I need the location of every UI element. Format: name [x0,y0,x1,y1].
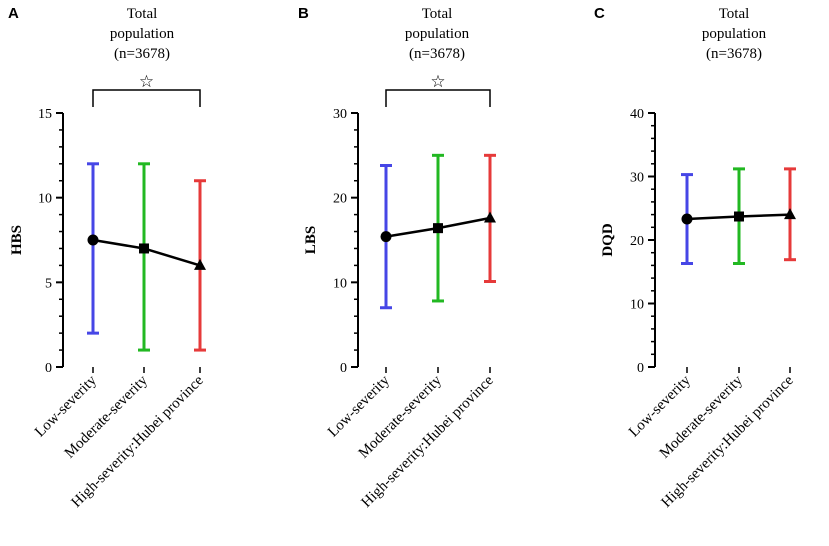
y-tick-label: 15 [38,107,52,122]
y-tick-label: 0 [637,361,644,376]
y-tick-label: 40 [630,107,644,122]
y-tick-label: 5 [45,276,52,291]
data-point-square [734,211,744,222]
data-point-triangle [194,258,206,270]
y-axis-label: DQD [600,223,616,257]
panel-c: C Totalpopulation(n=3678)010203040DQDLow-… [594,5,797,511]
y-axis-label: HBS [9,225,25,255]
panel-title-line: (n=3678) [706,46,762,62]
data-point-square [433,223,443,234]
y-tick-label: 10 [38,192,52,207]
bracket-line [385,89,491,107]
error-bar [138,162,150,352]
significance-star: ☆ [139,72,154,91]
data-point-circle [87,234,99,246]
panel-b: B Totalpopulation(n=3678)0102030LBSLow-se… [298,5,497,511]
panel-title-line: Total [127,6,158,22]
error-bar [87,162,99,335]
panel-title-line: Total [719,6,750,22]
panel-letter: C [594,5,605,22]
bracket-line [92,89,201,107]
significance-bracket: ☆ [92,72,201,107]
y-tick-label: 20 [630,234,644,249]
panel-letter: B [298,5,309,22]
significance-star: ☆ [430,72,445,91]
y-axis-label: LBS [303,226,319,254]
data-point-square [139,243,149,254]
panel-title-line: population [110,26,175,42]
panel-a: A Totalpopulation(n=3678)051015HBSLow-sev… [8,5,207,511]
significance-bracket: ☆ [385,72,491,107]
data-point-circle [681,213,693,225]
panel-title-line: (n=3678) [409,46,465,62]
panel-title-line: population [405,26,470,42]
y-tick-label: 10 [630,298,644,313]
panel-letter: A [8,5,19,22]
y-tick-label: 0 [340,361,347,376]
data-point-circle [380,231,392,243]
y-tick-label: 30 [630,171,644,186]
y-tick-label: 0 [45,361,52,376]
y-tick-label: 30 [333,107,347,122]
y-tick-label: 10 [333,276,347,291]
panel-title-line: Total [422,6,453,22]
panel-title-line: population [702,26,767,42]
data-point-triangle [484,211,496,223]
y-tick-label: 20 [333,192,347,207]
data-point-triangle [784,208,796,220]
panel-title-line: (n=3678) [114,46,170,62]
